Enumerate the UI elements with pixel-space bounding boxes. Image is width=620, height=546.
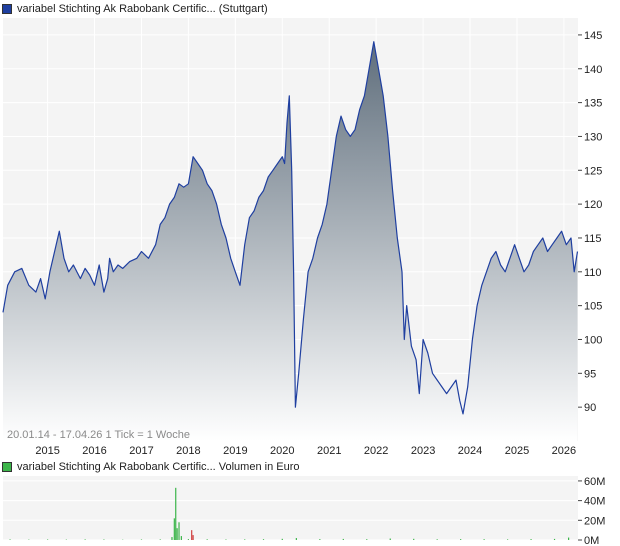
y-tick-label: 115 [584,233,602,245]
x-tick-label: 2025 [505,445,529,457]
y-tick-label: 140 [584,64,602,76]
x-tick-label: 2017 [129,445,153,457]
price-panel: 90 95 100 105 110 115 120 125 130 135 140 145 2015 20… [2,18,602,457]
price-area [3,41,578,441]
volume-plot-background [3,476,578,540]
volume-tick-label: 0M [584,535,599,546]
y-tick-label: 100 [584,334,602,346]
y-tick-label: 145 [584,30,602,42]
x-tick-label: 2020 [270,445,294,457]
volume-tick-label: 40M [584,496,605,508]
y-tick-label: 105 [584,301,602,313]
volume-legend-swatch [2,462,12,472]
price-legend-swatch [2,4,12,14]
y-tick-label: 120 [584,199,602,211]
price-line [2,41,579,415]
x-tick-label: 2022 [364,445,388,457]
y-tick-label: 135 [584,98,602,110]
x-tick-label: 2015 [35,445,59,457]
volume-legend: variabel Stichting Ak Rabobank Certific.… [2,460,299,474]
x-tick-label: 2019 [223,445,247,457]
range-info-text: 20.01.14 - 17.04.26 1 Tick = 1 Woche [7,429,190,441]
x-tick-label: 2021 [317,445,341,457]
x-tick-label: 2024 [458,445,482,457]
y-tick-label: 95 [584,368,596,380]
volume-tick-label: 60M [584,476,605,488]
x-tick-label: 2018 [176,445,200,457]
volume-tick-label: 20M [584,515,605,527]
price-legend: variabel Stichting Ak Rabobank Certific.… [2,2,268,16]
x-tick-label: 2023 [411,445,435,457]
x-tick-label: 2026 [552,445,576,457]
volume-legend-label: variabel Stichting Ak Rabobank Certific.… [17,461,300,473]
y-tick-label: 130 [584,131,602,143]
y-tick-label: 125 [584,165,602,177]
x-tick-label: 2016 [82,445,106,457]
price-legend-label: variabel Stichting Ak Rabobank Certific.… [17,3,268,15]
volume-panel: 0M 20M 40M 60M [3,476,605,546]
y-tick-label: 110 [584,267,602,279]
y-tick-label: 90 [584,402,596,414]
